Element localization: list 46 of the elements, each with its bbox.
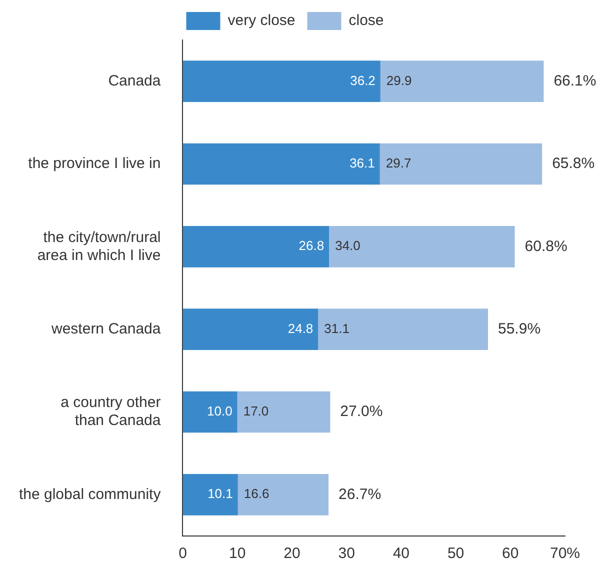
- total-label: 27.0%: [340, 403, 383, 420]
- bar: [182, 308, 318, 350]
- y-tick-label: the province I live in: [28, 155, 161, 172]
- data-label: 24.8: [288, 320, 314, 336]
- y-tick-label: western Canada: [50, 320, 162, 338]
- data-label: 29.9: [386, 72, 412, 88]
- y-tick-label: Canada: [108, 72, 162, 90]
- data-label: 10.1: [208, 486, 233, 502]
- bar: [238, 474, 329, 516]
- total-label: 65.8%: [552, 155, 595, 172]
- data-label: 31.1: [324, 320, 350, 336]
- bar: [182, 143, 380, 185]
- data-label: 10.0: [207, 404, 232, 419]
- bar: [182, 391, 238, 433]
- y-tick-label: the global community: [18, 486, 162, 503]
- data-label: 36.1: [350, 156, 375, 171]
- x-tick-label: 40: [392, 545, 410, 562]
- x-tick-label: 60: [502, 545, 519, 562]
- total-label: 60.8%: [524, 238, 568, 255]
- total-label: 55.9%: [498, 320, 541, 338]
- x-tick-label: 30: [338, 545, 355, 562]
- data-label: 29.7: [386, 156, 412, 171]
- x-tick-label: 50: [447, 545, 464, 562]
- bar: [380, 60, 544, 102]
- x-tick-label: 0: [178, 545, 187, 562]
- y-tick-label: the city/town/rural area in which I live: [37, 228, 161, 264]
- bar: [237, 391, 330, 433]
- x-tick-label: 70%: [550, 545, 580, 562]
- x-tick-label: 20: [284, 545, 300, 562]
- bar: [329, 226, 515, 268]
- bar: [182, 474, 238, 516]
- data-label: 17.0: [243, 404, 269, 419]
- data-label: 26.8: [298, 238, 324, 254]
- data-label: 36.2: [350, 72, 376, 88]
- data-label: 34.0: [335, 238, 360, 254]
- y-tick-label: a country other than Canada: [60, 394, 162, 430]
- data-label: 16.6: [244, 486, 270, 502]
- total-label: 66.1%: [554, 72, 596, 90]
- legend-label: very close: [228, 12, 296, 30]
- legend-label: close: [348, 12, 384, 30]
- bar: [182, 226, 330, 268]
- bar: [380, 143, 542, 185]
- x-tick-label: 10: [229, 545, 246, 562]
- bar: [182, 60, 380, 102]
- bar: [318, 308, 488, 350]
- total-label: 26.7%: [338, 486, 382, 503]
